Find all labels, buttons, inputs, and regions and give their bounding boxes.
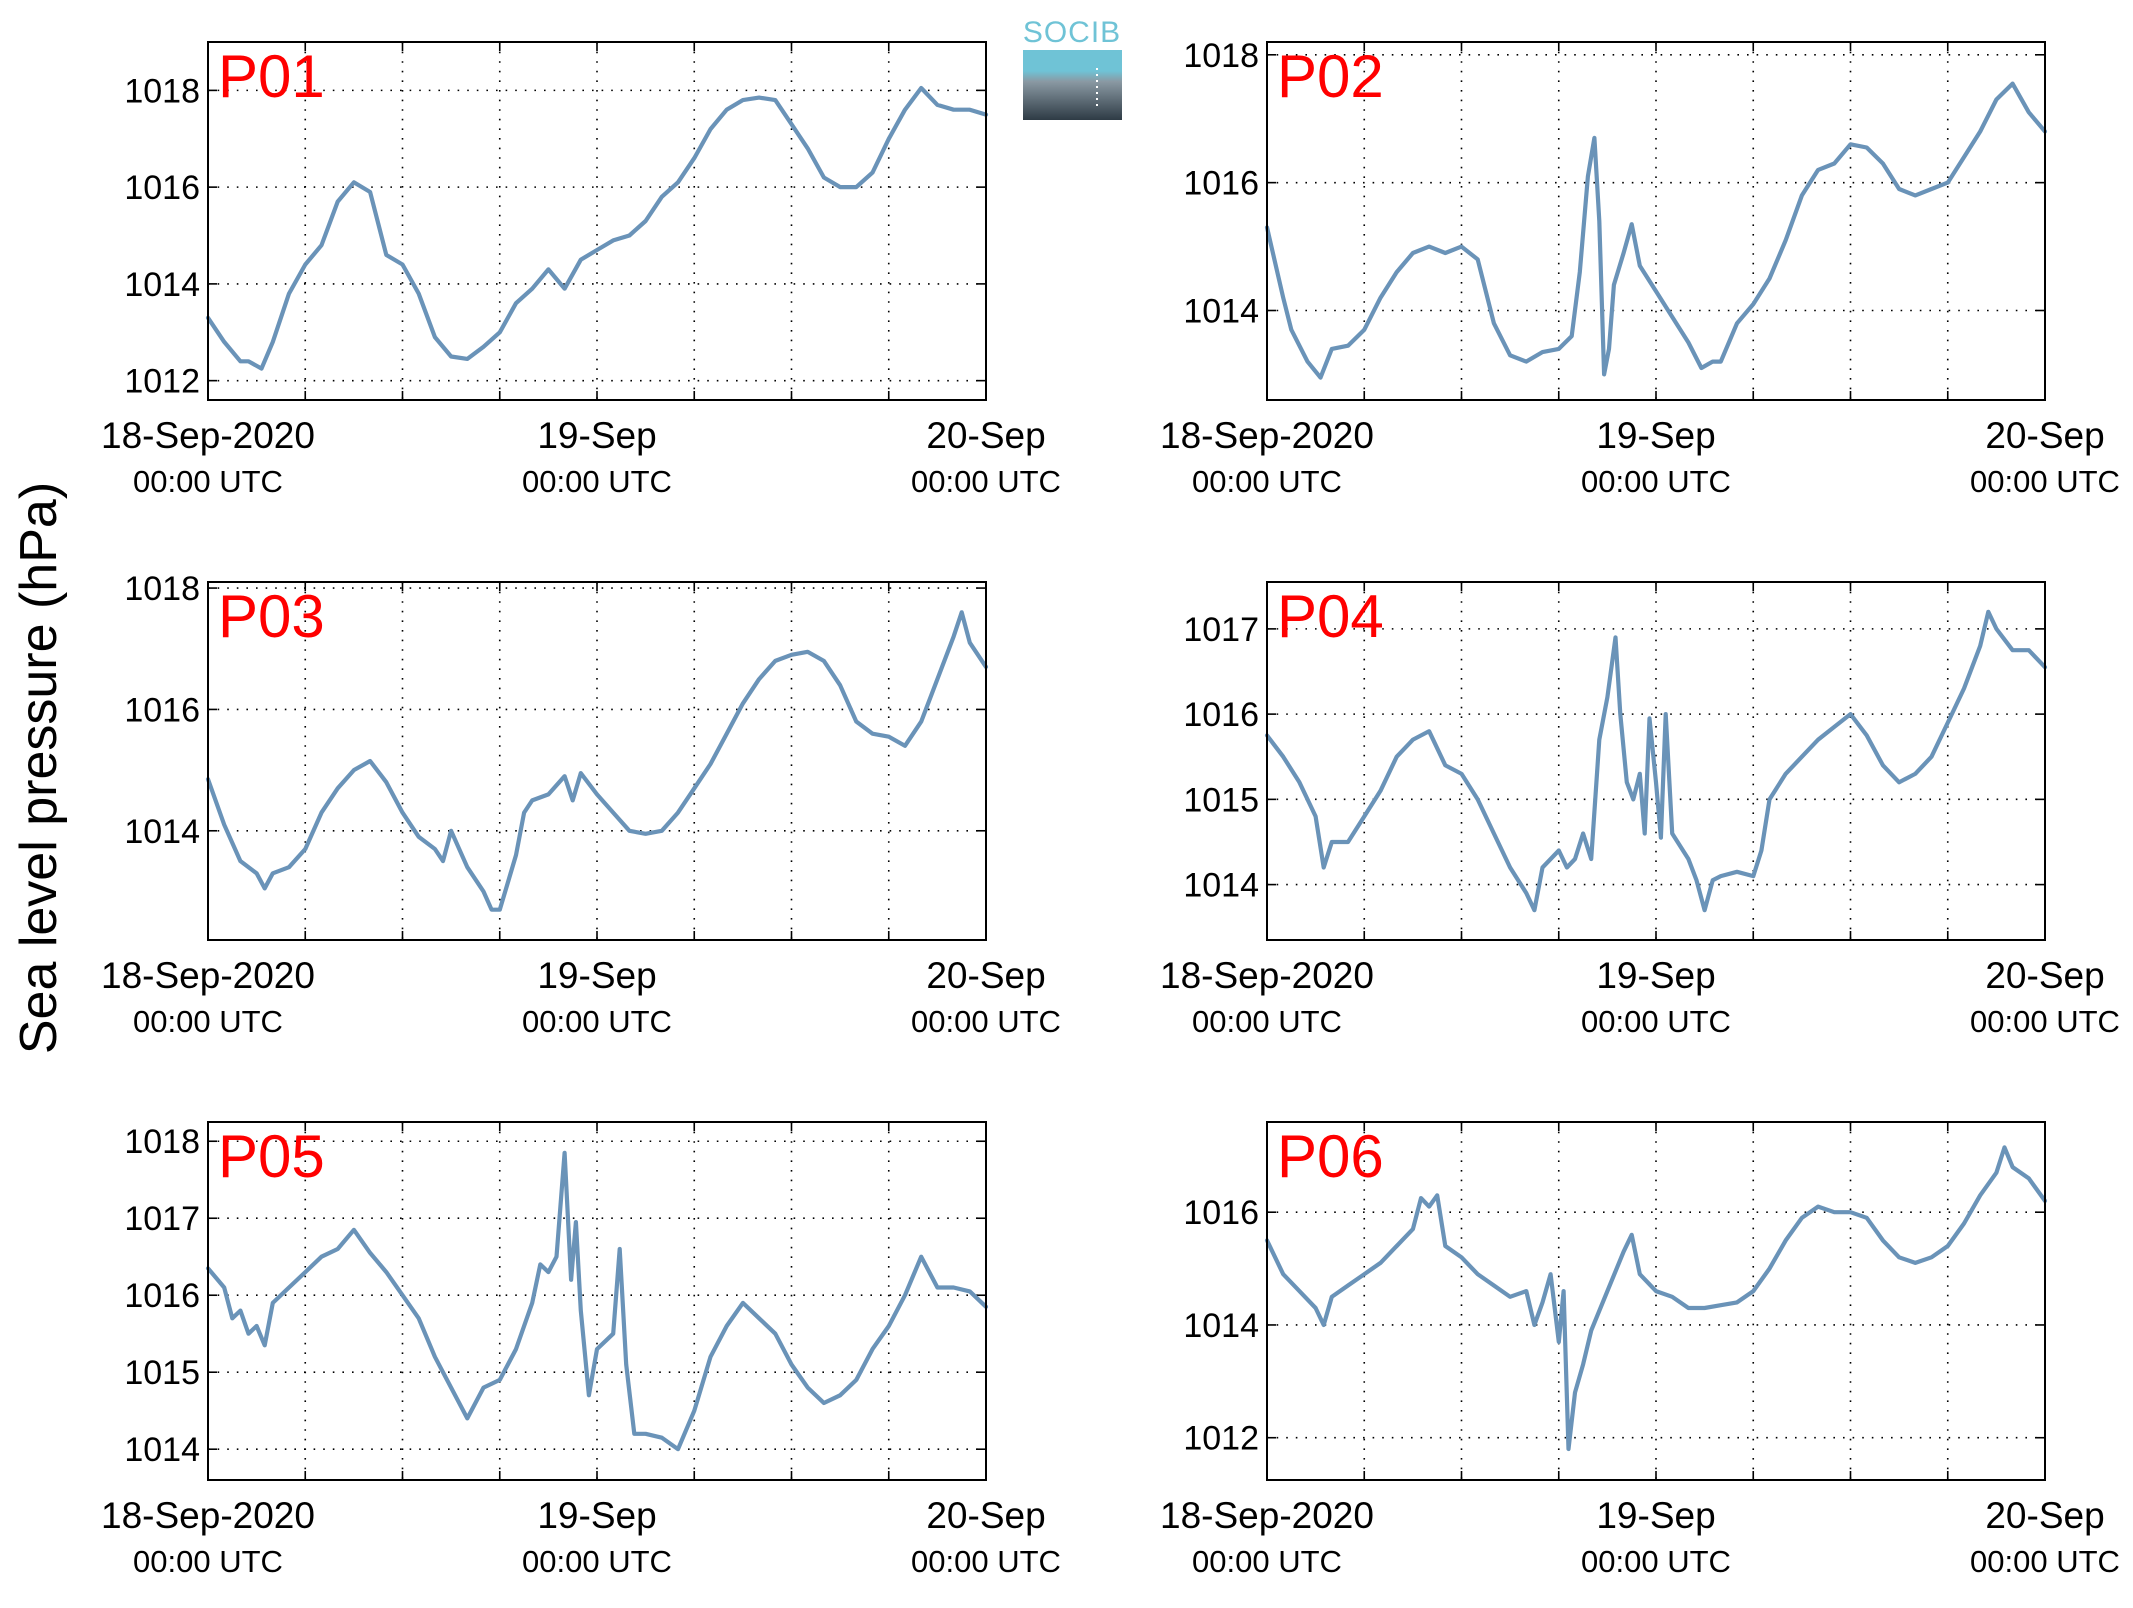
axes-frame [207, 581, 987, 941]
y-tick-label: 1018 [124, 1123, 200, 1161]
panel-label: P05 [218, 1123, 325, 1190]
x-tick-label-time: 00:00 UTC [133, 1544, 283, 1579]
x-tick-label-date: 20-Sep [926, 1495, 1045, 1536]
x-tick-label-time: 00:00 UTC [1581, 1544, 1731, 1579]
y-tick-label: 1012 [124, 363, 200, 401]
x-tick-label-time: 00:00 UTC [1192, 464, 1342, 499]
x-tick-label-time: 00:00 UTC [1970, 1004, 2120, 1039]
y-tick-label: 1017 [1183, 611, 1259, 649]
y-tick-label: 1014 [1183, 867, 1259, 905]
y-tick-label: 1018 [1183, 37, 1259, 75]
x-tick-label-date: 20-Sep [1985, 415, 2104, 456]
x-tick-label-date: 18-Sep-2020 [101, 955, 315, 996]
y-tick-label: 1016 [1183, 696, 1259, 734]
series-line-p05 [205, 1150, 989, 1452]
x-tick-label-time: 00:00 UTC [522, 1544, 672, 1579]
x-tick-label-date: 19-Sep [1596, 1495, 1715, 1536]
x-tick-label-date: 19-Sep [537, 415, 656, 456]
panel-label: P04 [1277, 583, 1384, 650]
y-tick-label: 1016 [124, 1277, 200, 1315]
logo-gradient-box [1023, 50, 1122, 120]
axes-frame [1266, 581, 2046, 941]
x-tick-label-time: 00:00 UTC [1970, 464, 2120, 499]
y-tick-label: 1016 [1183, 165, 1259, 203]
x-tick-label-time: 00:00 UTC [1581, 464, 1731, 499]
series-line-p04 [1264, 609, 2048, 913]
x-tick-label-date: 20-Sep [926, 955, 1045, 996]
series-line-p01 [205, 85, 989, 371]
y-tick-label: 1016 [1183, 1194, 1259, 1232]
x-tick-label-date: 18-Sep-2020 [101, 1495, 315, 1536]
y-tick-label: 1018 [124, 570, 200, 608]
x-tick-label-date: 20-Sep [926, 415, 1045, 456]
axes-frame [207, 1121, 987, 1481]
series-line-p02 [1264, 81, 2048, 380]
panel-p01: 1012 1014 1016 1018 18-Sep-2020 00:00 UTC 19-S… [101, 41, 1061, 499]
x-tick-label-date: 18-Sep-2020 [1160, 415, 1374, 456]
panel-grid: 1012 1014 1016 1018 18-Sep-2020 00:00 UTC 19-S… [101, 37, 2120, 1579]
y-tick-label: 1012 [1183, 1420, 1259, 1458]
x-tick-label-time: 00:00 UTC [1581, 1004, 1731, 1039]
y-tick-label: 1014 [124, 813, 200, 851]
y-tick-label: 1017 [124, 1200, 200, 1238]
y-tick-label: 1016 [124, 691, 200, 729]
x-tick-label-date: 19-Sep [537, 955, 656, 996]
x-tick-label-date: 18-Sep-2020 [1160, 1495, 1374, 1536]
panel-label: P01 [218, 43, 325, 110]
x-tick-label-time: 00:00 UTC [522, 464, 672, 499]
y-tick-label: 1015 [1183, 781, 1259, 819]
x-tick-label-time: 00:00 UTC [911, 1544, 1061, 1579]
x-tick-label-date: 19-Sep [1596, 955, 1715, 996]
x-tick-label-time: 00:00 UTC [1970, 1544, 2120, 1579]
y-tick-label: 1014 [1183, 293, 1259, 331]
y-tick-label: 1014 [1183, 1307, 1259, 1345]
x-tick-label-time: 00:00 UTC [133, 464, 283, 499]
logo-wordmark: SOCIB [1023, 16, 1121, 49]
x-tick-label-time: 00:00 UTC [1192, 1004, 1342, 1039]
axes-frame [207, 41, 987, 401]
y-tick-label: 1016 [124, 169, 200, 207]
y-axis-label: Sea level pressure (hPa) [10, 482, 68, 1054]
y-tick-label: 1014 [124, 266, 200, 304]
panel-p04: 1014 1015 1016 1017 18-Sep-2020 00:00 UTC 19-S… [1160, 581, 2120, 1039]
y-tick-label: 1015 [124, 1354, 200, 1392]
axes-frame [1266, 41, 2046, 401]
panel-p06: 1012 1014 1016 18-Sep-2020 00:00 UTC 19-Sep 00… [1160, 1121, 2120, 1579]
x-tick-label-date: 20-Sep [1985, 955, 2104, 996]
x-tick-label-time: 00:00 UTC [1192, 1544, 1342, 1579]
panel-p03: 1014 1016 1018 18-Sep-2020 00:00 UTC 19-Sep 00… [101, 570, 1061, 1039]
x-tick-label-date: 18-Sep-2020 [101, 415, 315, 456]
socib-logo: SOCIB [1023, 16, 1122, 120]
panel-label: P06 [1277, 1123, 1384, 1190]
x-tick-label-date: 20-Sep [1985, 1495, 2104, 1536]
panel-label: P03 [218, 583, 325, 650]
series-line-p06 [1264, 1145, 2048, 1452]
axes-frame [1266, 1121, 2046, 1481]
y-tick-label: 1014 [124, 1431, 200, 1469]
x-tick-label-time: 00:00 UTC [133, 1004, 283, 1039]
panel-p02: 1014 1016 1018 18-Sep-2020 00:00 UTC 19-Sep 00… [1160, 37, 2120, 499]
x-tick-label-time: 00:00 UTC [911, 1004, 1061, 1039]
panel-label: P02 [1277, 43, 1384, 110]
series-line-p03 [205, 610, 989, 912]
x-tick-label-time: 00:00 UTC [522, 1004, 672, 1039]
panel-p05: 1014 1015 1016 1017 1018 18-Sep-2020 00:00 UTC… [101, 1121, 1061, 1579]
x-tick-label-date: 18-Sep-2020 [1160, 955, 1374, 996]
x-tick-label-time: 00:00 UTC [911, 464, 1061, 499]
x-tick-label-date: 19-Sep [537, 1495, 656, 1536]
y-tick-label: 1018 [124, 72, 200, 110]
x-tick-label-date: 19-Sep [1596, 415, 1715, 456]
